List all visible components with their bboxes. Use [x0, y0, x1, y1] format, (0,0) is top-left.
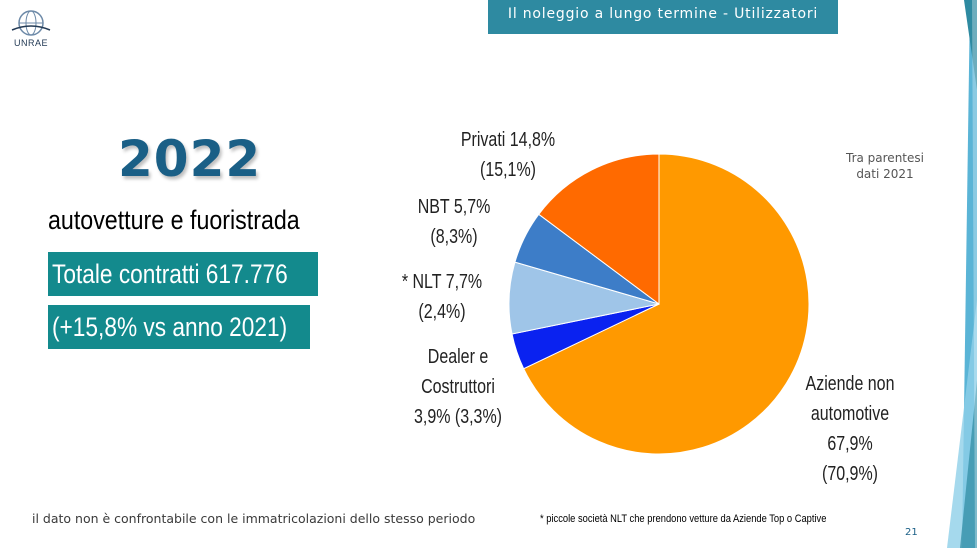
slice-label-line: (70,9%)	[822, 462, 878, 484]
slice-label-line: 3,9% (3,3%)	[414, 405, 502, 427]
slice-label-privati: Privati 14,8% (15,1%)	[461, 128, 555, 180]
pie-slice-privati	[538, 153, 660, 305]
slice-label-line: Costruttori	[421, 375, 495, 397]
slice-label-line: Dealer e	[428, 345, 488, 367]
footnote-right: * piccole società NLT che prendono vettu…	[540, 513, 827, 525]
growth-box: (+15,8% vs anno 2021)	[48, 305, 310, 349]
slice-label-line: * NLT 7,7%	[402, 270, 482, 292]
slice-label-line: (15,1%)	[480, 158, 536, 180]
year-heading: 2022	[118, 130, 262, 188]
page-number: 21	[905, 527, 918, 538]
slice-label-line: (2,4%)	[418, 300, 465, 322]
note-line-2: dati 2021	[856, 167, 914, 181]
growth-text: (+15,8% vs anno 2021)	[52, 312, 288, 342]
decorative-stripes	[947, 0, 977, 548]
pie-slice-aziende-non-automotive	[523, 153, 810, 455]
slice-label-line: NBT 5,7%	[418, 195, 491, 217]
globe-icon	[11, 10, 51, 36]
total-contracts-box: Totale contratti 617.776	[48, 252, 318, 296]
slice-label-line: automotive	[811, 402, 889, 424]
slice-label-line: 67,9%	[827, 432, 872, 454]
total-contracts-text: Totale contratti 617.776	[52, 259, 288, 289]
header-title: Il noleggio a lungo termine - Utilizzato…	[488, 0, 838, 34]
slice-label-aziende-non-automotive: Aziende non automotive 67,9% (70,9%)	[806, 372, 895, 484]
slice-label-nlt: * NLT 7,7% (2,4%)	[402, 270, 482, 322]
slice-label-line: (8,3%)	[430, 225, 477, 247]
slice-label-line: Aziende non	[806, 372, 895, 394]
logo-text: UNRAE	[13, 38, 48, 48]
footnote-left: il dato non è confrontabile con le immat…	[32, 511, 476, 526]
unrae-logo: UNRAE	[8, 8, 54, 52]
parentheses-note: Tra parentesi dati 2021	[830, 150, 940, 182]
slice-label-nbt: NBT 5,7% (8,3%)	[418, 195, 491, 247]
slice-label-dealer-e-costruttori: Dealer e Costruttori 3,9% (3,3%)	[414, 345, 502, 427]
slice-label-line: Privati 14,8%	[461, 128, 555, 150]
vehicle-type-subtitle: autovetture e fuoristrada	[48, 205, 300, 235]
note-line-1: Tra parentesi	[846, 151, 924, 165]
